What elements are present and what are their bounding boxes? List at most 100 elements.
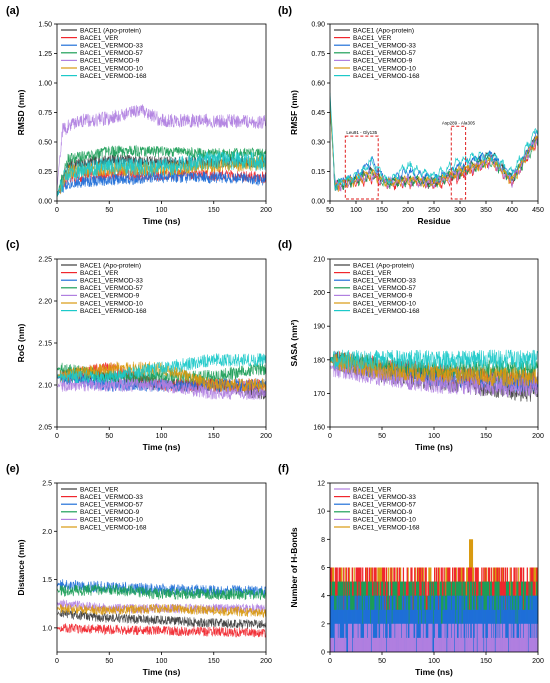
x-tick-label: 50 bbox=[105, 207, 113, 214]
bar-v9 bbox=[406, 623, 408, 652]
x-tick-label: 150 bbox=[208, 658, 220, 665]
bar-v33 bbox=[360, 595, 362, 652]
bar-v9 bbox=[412, 623, 414, 652]
bar-v33 bbox=[446, 609, 448, 652]
y-tick-label: 0.90 bbox=[311, 22, 325, 29]
bar-v9 bbox=[342, 637, 344, 652]
bar-v9 bbox=[413, 637, 415, 652]
bar-v9 bbox=[374, 637, 376, 652]
bar-v9 bbox=[398, 623, 400, 652]
annotation-box bbox=[344, 135, 379, 200]
legend-label: BACE1_VERMOD-57 bbox=[353, 502, 416, 509]
bar-v9 bbox=[442, 623, 444, 652]
bar-v9 bbox=[343, 637, 345, 652]
bar-v33 bbox=[536, 595, 538, 652]
legend-label: BACE1_VERMOD-10 bbox=[353, 517, 416, 524]
y-axis-label: RMSD (nm) bbox=[16, 89, 26, 135]
bar-v33 bbox=[352, 609, 354, 652]
y-axis-label: SASA (nm²) bbox=[289, 319, 299, 366]
bar-v9 bbox=[529, 637, 531, 652]
legend-label: BACE1_VERMOD-9 bbox=[80, 509, 140, 516]
bar-v33 bbox=[486, 595, 489, 652]
bar-v9 bbox=[484, 623, 486, 652]
bar-v9 bbox=[425, 637, 427, 652]
x-tick-label: 200 bbox=[260, 433, 272, 440]
y-axis-label: Distance (nm) bbox=[16, 539, 26, 595]
bar-v9 bbox=[437, 637, 440, 652]
y-tick-label: 0.00 bbox=[311, 199, 325, 206]
bar-v9 bbox=[349, 623, 352, 652]
bar-v9 bbox=[356, 623, 358, 652]
x-tick-label: 50 bbox=[326, 207, 334, 214]
legend-label: BACE1 (Apo-protein) bbox=[353, 27, 414, 34]
y-tick-label: 200 bbox=[313, 290, 325, 297]
bar-v33 bbox=[468, 609, 470, 652]
bar-v9 bbox=[485, 637, 487, 652]
bar-v33 bbox=[472, 609, 475, 652]
series-line-v57 bbox=[330, 106, 538, 191]
bar-v9 bbox=[534, 637, 536, 652]
bar-v33 bbox=[453, 595, 456, 652]
bar-v9 bbox=[537, 623, 538, 652]
bar-v33 bbox=[520, 595, 522, 652]
bar-v9 bbox=[388, 637, 390, 652]
bar-v9 bbox=[410, 623, 412, 652]
bar-v33 bbox=[460, 595, 462, 652]
bar-v9 bbox=[506, 637, 509, 652]
bar-v33 bbox=[518, 609, 520, 652]
bar-v9 bbox=[523, 623, 526, 652]
bar-v33 bbox=[527, 609, 529, 652]
legend-label: BACE1 (Apo-protein) bbox=[80, 262, 141, 269]
bar-v9 bbox=[337, 637, 339, 652]
legend-label: BACE1_VERMOD-57 bbox=[80, 50, 143, 57]
bar-v9 bbox=[509, 623, 511, 652]
legend: BACE1 (Apo-protein)BACE1_VERBACE1_VERMOD… bbox=[61, 262, 147, 315]
bar-v33 bbox=[330, 595, 332, 652]
y-tick-label: 2.05 bbox=[38, 425, 52, 432]
series-line-v9 bbox=[330, 102, 538, 192]
bar-v9 bbox=[520, 637, 522, 652]
x-tick-label: 0 bbox=[55, 207, 59, 214]
bar-v9 bbox=[393, 623, 395, 652]
bar-v9 bbox=[467, 623, 469, 652]
bar-v9 bbox=[431, 623, 433, 652]
bar-v9 bbox=[501, 623, 503, 652]
bar-v9 bbox=[469, 623, 471, 652]
legend-label: BACE1_VERMOD-168 bbox=[353, 308, 420, 315]
annotation-box bbox=[450, 125, 467, 200]
legend-label: BACE1_VERMOD-57 bbox=[353, 285, 416, 292]
x-axis-label: Time (ns) bbox=[143, 442, 181, 452]
bar-v57 bbox=[495, 581, 497, 652]
bar-v33 bbox=[494, 609, 496, 652]
plot-area-e bbox=[57, 579, 266, 638]
panel-label: (c) bbox=[6, 239, 20, 251]
bar-v9 bbox=[411, 623, 413, 652]
y-tick-label: 170 bbox=[313, 391, 325, 398]
y-axis-label: RMSF (nm) bbox=[289, 90, 299, 135]
bar-v9 bbox=[454, 623, 457, 652]
x-tick-label: 50 bbox=[105, 658, 113, 665]
legend-label: BACE1_VERMOD-168 bbox=[80, 308, 147, 315]
bar-v33 bbox=[433, 623, 435, 652]
bar-v9 bbox=[404, 623, 406, 652]
series-line-v168 bbox=[57, 150, 266, 197]
bar-v33 bbox=[513, 595, 515, 652]
bar-v9 bbox=[468, 637, 470, 652]
bar-v9 bbox=[510, 637, 512, 652]
legend-label: BACE1_VER bbox=[353, 35, 392, 42]
bar-ver bbox=[397, 567, 399, 652]
bar-v9 bbox=[418, 637, 421, 652]
bar-v33 bbox=[343, 609, 345, 652]
bar-v9 bbox=[394, 637, 396, 652]
bar-v33 bbox=[506, 609, 509, 652]
series-line-v10 bbox=[330, 102, 538, 192]
bar-v9 bbox=[400, 637, 403, 652]
x-tick-label: 150 bbox=[480, 658, 492, 665]
series-line-v9 bbox=[57, 377, 266, 400]
bar-v9 bbox=[381, 623, 383, 652]
bar-v33 bbox=[419, 609, 422, 652]
panel-label: (d) bbox=[278, 239, 292, 251]
bar-v33 bbox=[332, 595, 335, 652]
bar-v9 bbox=[354, 623, 356, 652]
